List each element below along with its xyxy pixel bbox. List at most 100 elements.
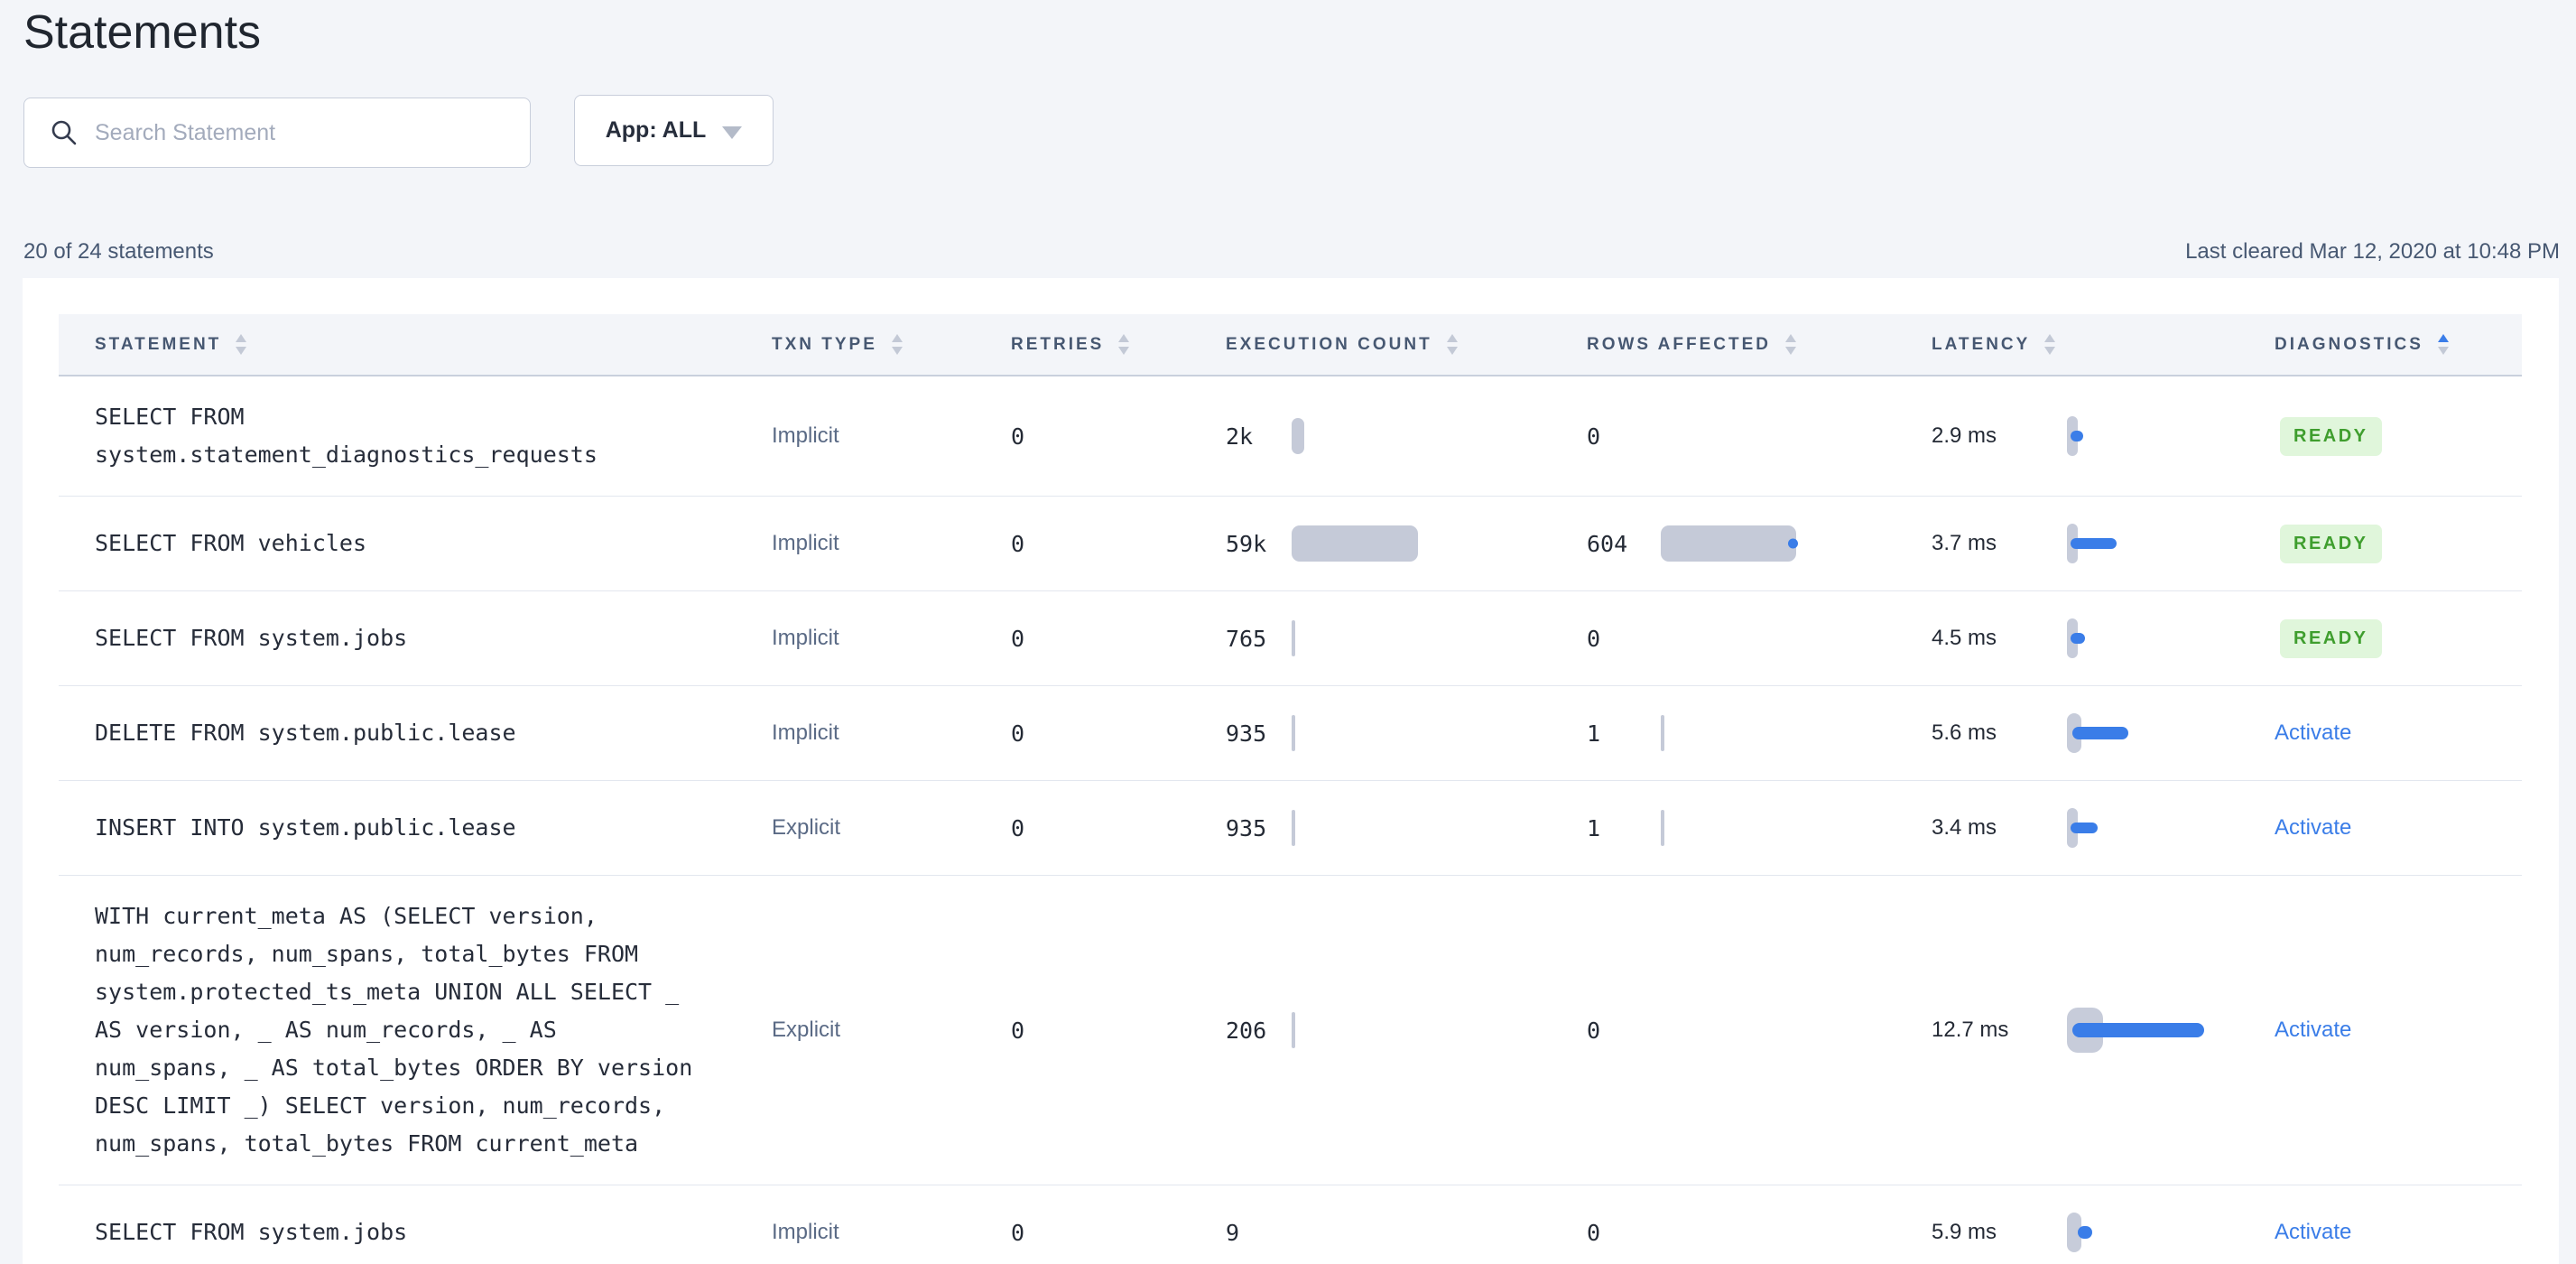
execution-count-bar (1292, 418, 1304, 454)
sort-arrows-icon[interactable] (236, 334, 247, 355)
execution-count-cell: 206 (1226, 876, 1587, 1185)
execution-count-bar (1292, 810, 1295, 846)
summary-row: 20 of 24 statements Last cleared Mar 12,… (23, 237, 2560, 267)
rows-affected-value: 0 (1587, 1219, 1601, 1246)
latency-cell: 3.4 ms (1932, 781, 2275, 875)
retries-cell: 0 (1011, 376, 1226, 496)
table-row[interactable]: SELECT FROM vehicles Implicit 0 59k 604 … (59, 497, 2522, 591)
statement-link[interactable]: SELECT FROM vehicles (95, 530, 367, 556)
sort-arrows-icon[interactable] (2044, 334, 2056, 355)
execution-count-barzone (1292, 711, 1587, 756)
latency-barzone (2067, 518, 2275, 569)
column-header-label: EXECUTION COUNT (1226, 334, 1432, 354)
search-input[interactable] (95, 119, 512, 146)
column-header[interactable]: STATEMENT (59, 314, 772, 375)
rows-affected-value: 1 (1587, 720, 1601, 747)
column-header[interactable]: LATENCY (1932, 314, 2275, 375)
rows-affected-cell: 1 (1587, 686, 1932, 780)
statement-link[interactable]: SELECT FROM system.statement_diagnostics… (95, 404, 598, 468)
column-header[interactable]: EXECUTION COUNT (1226, 314, 1587, 375)
table-row[interactable]: WITH current_meta AS (SELECT version, nu… (59, 876, 2522, 1185)
diagnostics-activate-link[interactable]: Activate (2275, 720, 2352, 745)
diagnostics-cell: READY (2275, 591, 2522, 685)
rows-affected-cell: 1 (1587, 781, 1932, 875)
diagnostics-cell: READY (2275, 376, 2522, 496)
rows-affected-barzone (1661, 805, 1932, 850)
statement-link[interactable]: SELECT FROM system.jobs (95, 1219, 408, 1245)
txn-type-value: Implicit (772, 720, 839, 745)
rows-affected-barzone (1661, 521, 1932, 566)
latency-value: 2.9 ms (1932, 423, 1997, 448)
statement-link[interactable]: SELECT FROM system.jobs (95, 625, 408, 651)
rows-affected-cell: 0 (1587, 876, 1932, 1185)
retries-value: 0 (1011, 814, 1025, 841)
sort-down-icon (2044, 347, 2056, 355)
retries-cell: 0 (1011, 591, 1226, 685)
rows-affected-value: 0 (1587, 1017, 1601, 1044)
rows-affected-value: 0 (1587, 423, 1601, 450)
statement-link[interactable]: DELETE FROM system.public.lease (95, 720, 516, 746)
retries-value: 0 (1011, 423, 1025, 450)
txn-type-cell: Implicit (772, 1185, 1011, 1264)
sort-arrows-icon[interactable] (891, 334, 903, 355)
statement-cell: SELECT FROM system.jobs (59, 591, 772, 685)
execution-count-cell: 59k (1226, 497, 1587, 590)
diagnostics-activate-link[interactable]: Activate (2275, 1018, 2352, 1042)
execution-count-bar (1292, 620, 1295, 656)
txn-type-value: Implicit (772, 626, 839, 650)
latency-stdev-bar (2067, 1213, 2081, 1252)
execution-count-barzone (1292, 414, 1587, 459)
app-filter-dropdown[interactable]: App: ALL (574, 95, 774, 166)
sort-up-icon (236, 334, 247, 342)
retries-cell: 0 (1011, 686, 1226, 780)
sort-arrows-icon[interactable] (1785, 334, 1797, 355)
rows-affected-barzone (1661, 1008, 1932, 1053)
txn-type-cell: Implicit (772, 591, 1011, 685)
column-header[interactable]: ROWS AFFECTED (1587, 314, 1932, 375)
sort-up-icon (1118, 334, 1130, 342)
execution-count-barzone (1292, 805, 1587, 850)
table-row[interactable]: SELECT FROM system.jobs Implicit 0 765 0… (59, 591, 2522, 686)
sort-arrows-icon[interactable] (1118, 334, 1130, 355)
rows-affected-barzone (1661, 414, 1932, 459)
diagnostics-activate-link[interactable]: Activate (2275, 815, 2352, 840)
column-header-label: LATENCY (1932, 334, 2031, 354)
latency-barzone (2067, 613, 2275, 664)
column-header-label: ROWS AFFECTED (1587, 334, 1772, 354)
rows-affected-dot-icon (1788, 538, 1798, 549)
latency-mean-bar (2071, 431, 2083, 441)
diagnostics-cell: Activate (2275, 781, 2522, 875)
txn-type-value: Explicit (772, 815, 841, 840)
sort-arrows-icon[interactable] (1446, 334, 1458, 355)
table-row[interactable]: SELECT FROM system.jobs Implicit 0 9 0 5… (59, 1185, 2522, 1264)
table-row[interactable]: DELETE FROM system.public.lease Implicit… (59, 686, 2522, 781)
latency-mean-bar (2072, 1023, 2204, 1037)
sort-down-icon (1446, 347, 1458, 355)
table-row[interactable]: INSERT INTO system.public.lease Explicit… (59, 781, 2522, 876)
statement-link[interactable]: WITH current_meta AS (SELECT version, nu… (95, 903, 693, 1157)
sort-arrows-icon[interactable] (2437, 334, 2449, 355)
latency-barzone (2067, 803, 2275, 853)
column-header[interactable]: DIAGNOSTICS (2275, 314, 2522, 375)
diagnostics-ready-badge: READY (2280, 524, 2382, 563)
retries-value: 0 (1011, 1017, 1025, 1044)
column-header[interactable]: TXN TYPE (772, 314, 1011, 375)
rows-affected-barzone (1661, 616, 1932, 661)
table-row[interactable]: SELECT FROM system.statement_diagnostics… (59, 376, 2522, 497)
search-statement-box[interactable] (23, 98, 531, 168)
sort-down-icon (1785, 347, 1797, 355)
execution-count-barzone (1292, 1210, 1587, 1255)
sort-up-icon (2044, 334, 2056, 342)
latency-value: 4.5 ms (1932, 626, 1997, 650)
execution-count-cell: 935 (1226, 781, 1587, 875)
diagnostics-ready-badge: READY (2280, 618, 2382, 658)
retries-value: 0 (1011, 530, 1025, 557)
diagnostics-activate-link[interactable]: Activate (2275, 1220, 2352, 1244)
column-header[interactable]: RETRIES (1011, 314, 1226, 375)
caret-down-icon (722, 125, 743, 139)
latency-barzone (2067, 1207, 2275, 1258)
last-cleared-text: Last cleared Mar 12, 2020 at 10:48 PM (2185, 239, 2560, 264)
rows-affected-cell: 0 (1587, 591, 1932, 685)
column-header-label: DIAGNOSTICS (2275, 334, 2423, 354)
statement-link[interactable]: INSERT INTO system.public.lease (95, 814, 516, 841)
